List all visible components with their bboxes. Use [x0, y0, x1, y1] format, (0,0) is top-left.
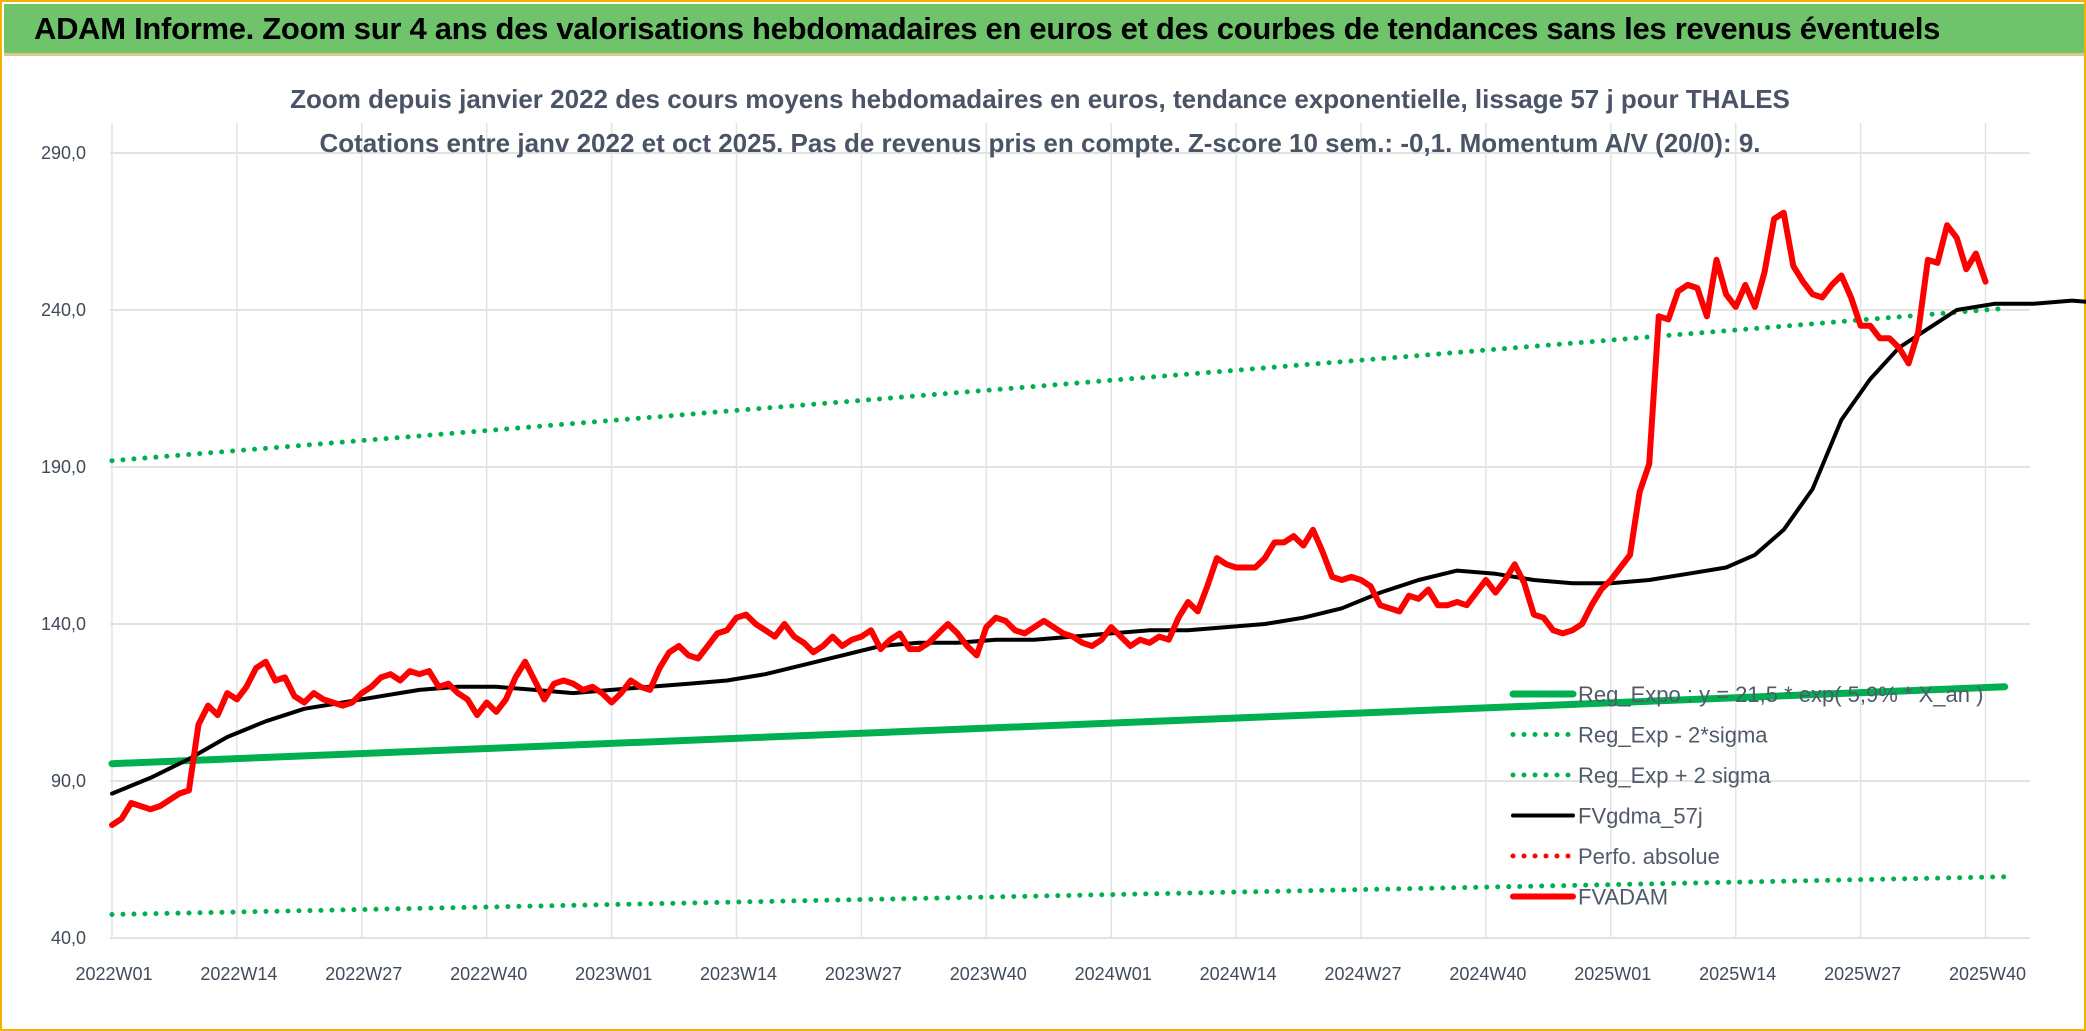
chart-series: [108, 209, 2086, 917]
chart-legend: Reg_Expo : y = 21,5 * exp( 5,9% * X_an )…: [1509, 682, 1983, 910]
legend-label: Reg_Exp + 2 sigma: [1578, 763, 1771, 788]
legend-label: Reg_Expo : y = 21,5 * exp( 5,9% * X_an ): [1578, 682, 1983, 707]
x-tick-label: 2022W01: [75, 964, 152, 984]
y-tick-label: 190,0: [41, 457, 86, 477]
x-tick-label: 2022W40: [450, 964, 527, 984]
x-tick-label: 2024W01: [1075, 964, 1152, 984]
chart-subtitle: Cotations entre janv 2022 et oct 2025. P…: [319, 128, 1760, 158]
x-tick-label: 2023W14: [700, 964, 777, 984]
x-tick-label: 2024W27: [1324, 964, 1401, 984]
legend-label: FVgdma_57j: [1578, 804, 1703, 829]
legend-label: Reg_Exp - 2*sigma: [1578, 723, 1768, 748]
x-tick-label: 2022W14: [200, 964, 277, 984]
x-tick-label: 2025W01: [1574, 964, 1651, 984]
y-tick-label: 290,0: [41, 143, 86, 163]
legend-label: FVADAM: [1578, 885, 1668, 910]
chart-grid: [110, 123, 2030, 939]
y-tick-label: 40,0: [51, 928, 86, 948]
series-line-0: [108, 683, 2009, 768]
y-tick-label: 140,0: [41, 614, 86, 634]
y-tick-label: 240,0: [41, 300, 86, 320]
x-tick-label: 2024W14: [1200, 964, 1277, 984]
chart-title: Zoom depuis janvier 2022 des cours moyen…: [290, 84, 1790, 114]
x-tick-label: 2023W27: [825, 964, 902, 984]
series-line-2: [109, 305, 2008, 464]
report-title: ADAM Informe. Zoom sur 4 ans des valoris…: [34, 11, 1941, 46]
series-line-1: [109, 874, 2008, 917]
x-tick-label: 2025W27: [1824, 964, 1901, 984]
x-axis-ticks: 2022W01 2022W14 2022W27 2022W40 2023W01 2023W…: [75, 964, 2026, 984]
x-tick-label: 2024W40: [1449, 964, 1526, 984]
x-tick-label: 2023W01: [575, 964, 652, 984]
series-line-5: [109, 209, 1989, 828]
x-tick-label: 2025W40: [1949, 964, 2026, 984]
x-tick-label: 2025W14: [1699, 964, 1776, 984]
y-tick-label: 90,0: [51, 771, 86, 791]
series-line-3: [110, 298, 2086, 796]
x-tick-label: 2023W40: [950, 964, 1027, 984]
x-tick-label: 2022W27: [325, 964, 402, 984]
report-banner: ADAM Informe. Zoom sur 4 ans des valoris…: [4, 4, 2084, 56]
y-axis-ticks: 40,0 90,0 140,0 190,0 240,0 290,0: [41, 143, 86, 948]
legend-label: Perfo. absolue: [1578, 844, 1720, 869]
